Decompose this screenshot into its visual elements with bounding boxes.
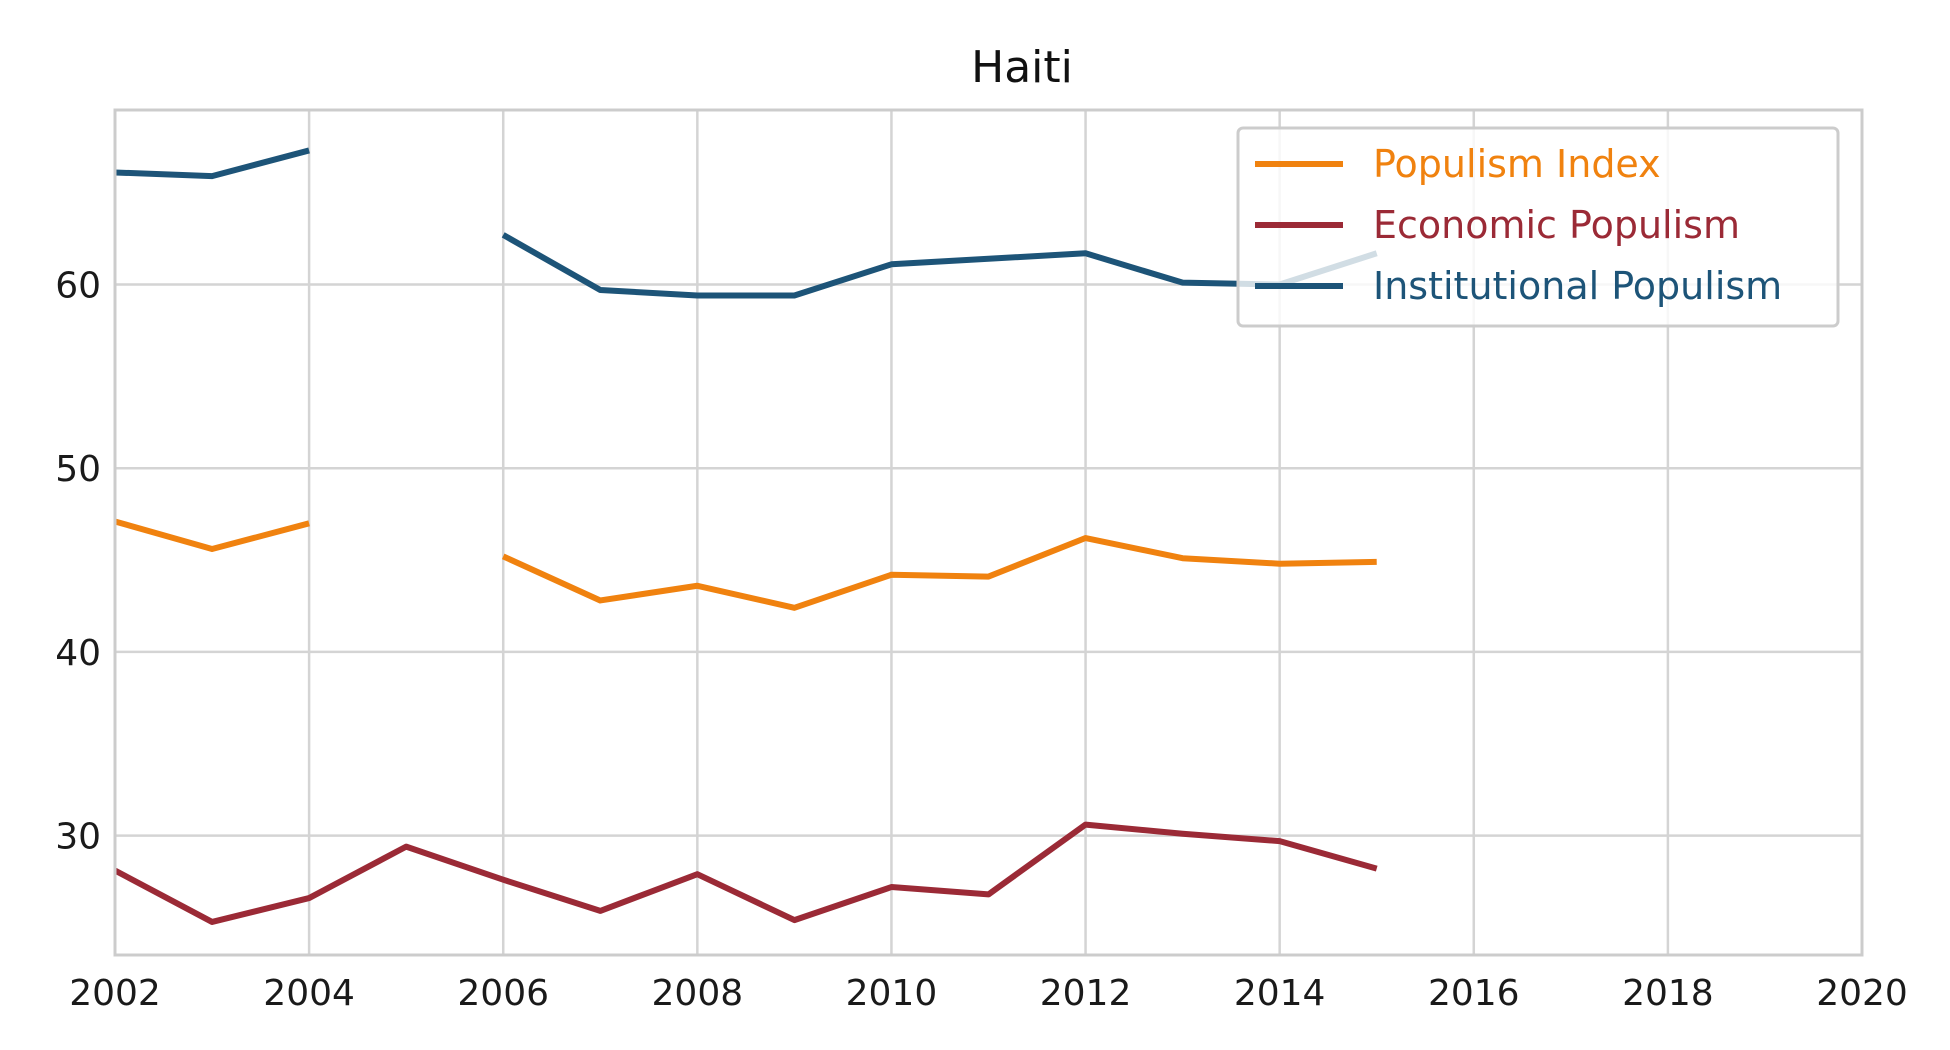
- series-economic-populism: [113, 821, 1378, 925]
- x-tick-label: 2006: [457, 973, 549, 1014]
- x-tick-label: 2010: [846, 973, 938, 1014]
- legend-label-institutional-populism: Institutional Populism: [1373, 264, 1782, 308]
- x-tick-label: 2018: [1622, 973, 1714, 1014]
- series-institutional-populism: [114, 147, 1378, 299]
- y-tick-label: 40: [55, 633, 101, 674]
- legend: Populism Index Economic Populism Instituti…: [1236, 126, 1840, 328]
- legend-box: [1236, 126, 1840, 328]
- series-line-institutional-populism: [501, 232, 1378, 299]
- x-tick-label: 2002: [69, 973, 161, 1014]
- x-tick-label: 2016: [1428, 973, 1520, 1014]
- y-tick-label: 30: [55, 817, 101, 858]
- series-lines: [113, 147, 1378, 925]
- x-axis-ticks: 2002 2004 2006 2008 2010 2012 2014 2016 2018 2020: [69, 973, 1908, 1014]
- y-tick-label: 50: [55, 449, 101, 490]
- x-tick-label: 2014: [1234, 973, 1326, 1014]
- y-axis-ticks: 30 40 50 60: [55, 266, 101, 858]
- series-line-institutional-populism: [114, 147, 310, 180]
- x-tick-label: 2008: [652, 973, 744, 1014]
- x-tick-label: 2012: [1040, 973, 1132, 1014]
- legend-label-economic-populism: Economic Populism: [1373, 203, 1740, 247]
- series-line-economic-populism: [113, 821, 1378, 925]
- legend-label-populism-index: Populism Index: [1373, 142, 1661, 186]
- x-tick-label: 2020: [1816, 973, 1908, 1014]
- series-populism-index: [114, 518, 1377, 611]
- y-tick-label: 60: [55, 266, 101, 307]
- chart-title: Haiti: [971, 42, 1073, 93]
- x-tick-label: 2004: [263, 973, 355, 1014]
- plot-area-frame: [113, 108, 1864, 957]
- series-line-populism-index: [114, 518, 310, 553]
- series-line-populism-index: [501, 535, 1377, 611]
